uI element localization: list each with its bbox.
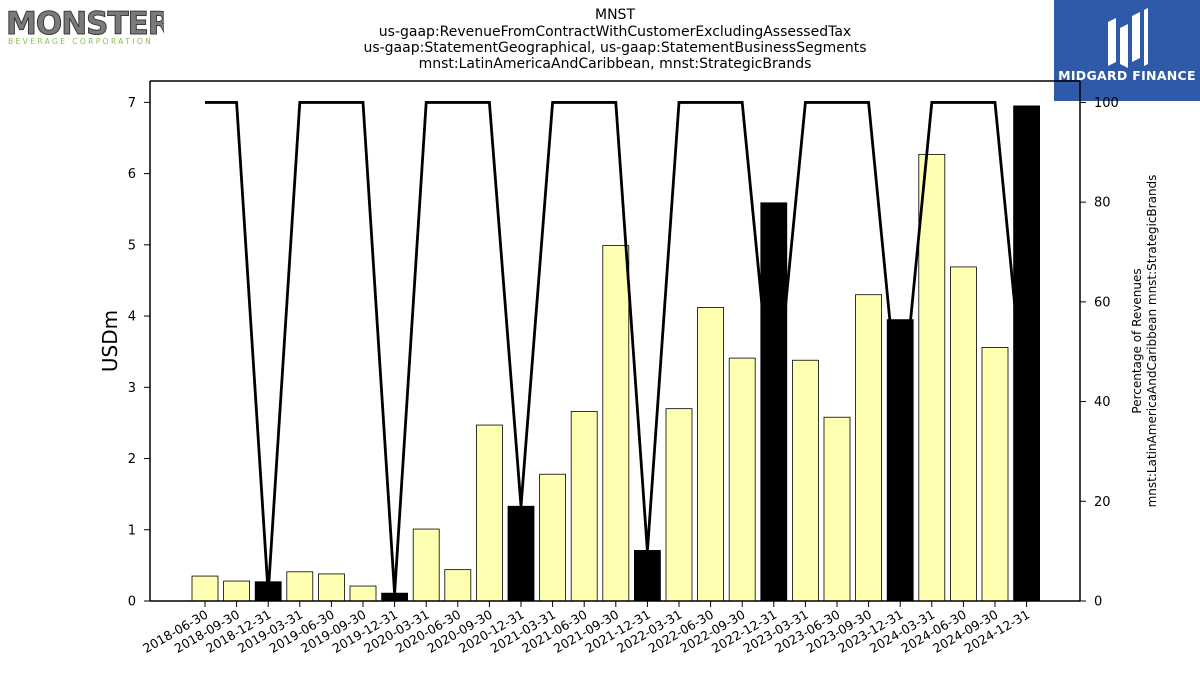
axes: [149, 80, 1081, 602]
monster-logo-name: MONSTER: [6, 6, 164, 42]
bar-2019-06-30: [317, 573, 345, 602]
chart-title-line-1: MNST: [595, 7, 635, 23]
bar-2021-03-31: [539, 473, 566, 602]
y2-axis-label-line-1: Percentage of Revenues: [1130, 268, 1144, 413]
bar-2021-12-31: [634, 550, 661, 602]
y2-tick-label: 20: [1094, 495, 1111, 510]
bar-group: [191, 105, 1040, 602]
y-tick-label: 1: [128, 523, 136, 538]
bar-2022-09-30: [728, 357, 756, 602]
bar-2024-09-30: [981, 347, 1009, 602]
monster-logo: MONSTER BEVERAGE CORPORATION: [6, 4, 174, 47]
y-axis-label: USDm: [98, 310, 122, 372]
bar-2018-09-30: [223, 580, 251, 602]
bar-2020-12-31: [507, 505, 535, 602]
bar-2021-06-30: [570, 411, 598, 602]
y2-tick-label: 80: [1094, 196, 1111, 211]
midgard-finance-logo: MIDGARD FINANCE: [1054, 0, 1200, 101]
y-tick-label: 6: [128, 167, 136, 182]
bar-2022-03-31: [665, 408, 693, 602]
bar-2023-06-30: [823, 416, 851, 602]
y-tick-label: 7: [128, 96, 136, 111]
percentage-line: [205, 101, 1028, 594]
bar-2020-03-31: [412, 528, 440, 602]
monster-logo-sub: BEVERAGE CORPORATION: [8, 37, 153, 46]
line-layer: [205, 101, 1028, 594]
bar-2023-12-31: [886, 319, 914, 602]
y2-tick-label: 40: [1094, 395, 1111, 410]
chart-title-line-3: us-gaap:StatementGeographical, us-gaap:S…: [363, 40, 867, 56]
bar-2020-09-30: [475, 424, 503, 602]
bar-2024-12-31: [1013, 105, 1040, 602]
x-axis-ticks: 2018-06-302018-09-302018-12-312019-03-31…: [140, 601, 1032, 656]
y-tick-label: 3: [128, 381, 136, 396]
y2-tick-label: 60: [1094, 295, 1111, 310]
bar-2024-06-30: [950, 266, 977, 602]
bar-2024-03-31: [918, 153, 946, 602]
chart-title-line-2: us-gaap:RevenueFromContractWithCustomerE…: [378, 24, 852, 40]
y2-axis-label-line-2: mnst:LatinAmericaAndCaribbean mnst:Strat…: [1145, 175, 1159, 508]
midgard-finance-logo-name: MIDGARD FINANCE: [1058, 68, 1196, 83]
y2-tick-label: 100: [1094, 96, 1119, 111]
bar-2020-06-30: [444, 569, 472, 602]
bar-2019-12-31: [381, 592, 409, 602]
y2-tick-label: 0: [1094, 595, 1102, 610]
midgard-emblem-icon: [1108, 8, 1148, 68]
bar-2023-03-31: [792, 359, 819, 602]
bar-2022-12-31: [760, 202, 788, 602]
y-tick-label: 5: [128, 238, 136, 253]
bar-2018-06-30: [191, 575, 219, 602]
y-axis-ticks: 0 1 2 3 4 5 6 7: [128, 96, 150, 610]
y-tick-label: 4: [128, 310, 136, 325]
bar-2019-03-31: [286, 571, 314, 602]
bar-2022-06-30: [697, 307, 724, 602]
chart-title-line-4: mnst:LatinAmericaAndCaribbean, mnst:Stra…: [418, 56, 812, 72]
bar-2021-09-30: [602, 245, 630, 602]
y-tick-label: 0: [128, 595, 136, 610]
bar-2023-09-30: [855, 294, 882, 602]
y2-axis-ticks: 0 20 40 60 80 100: [1080, 96, 1119, 610]
bar-2019-09-30: [349, 585, 377, 602]
y-tick-label: 2: [128, 452, 136, 467]
